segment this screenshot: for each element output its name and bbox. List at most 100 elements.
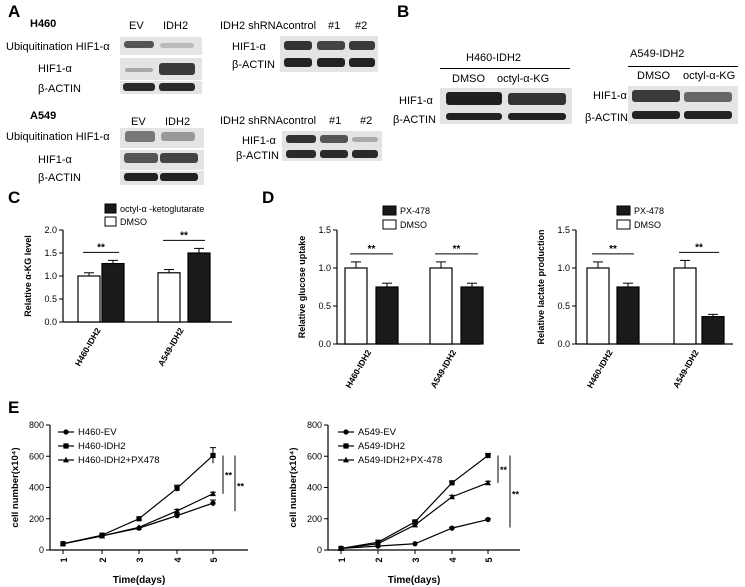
blot-title: H460-IDH2 (466, 52, 522, 64)
row-label: Ubiquitination HIF1-α (6, 131, 110, 143)
marker-square (412, 519, 418, 525)
bar (673, 267, 697, 345)
x-tick-label: 4 (173, 557, 183, 562)
legend-label: PX-478 (634, 206, 664, 216)
marker-square (449, 480, 455, 486)
lane-label: EV (131, 116, 146, 128)
significance-label: ** (500, 465, 508, 475)
y-tick-label: 0.5 (557, 301, 570, 311)
marker-circle (63, 429, 69, 435)
row-label: HIF1-α (399, 95, 433, 107)
legend-swatch (104, 203, 117, 214)
legend-label: DMSO (120, 217, 147, 227)
legend-swatch (616, 219, 631, 230)
y-axis-label: cell number(x10⁴) (288, 447, 299, 527)
lane-label: #2 (360, 115, 373, 127)
bar (101, 262, 125, 323)
y-tick-label: 1.5 (44, 248, 57, 258)
panel-label-d: D (262, 188, 275, 207)
lane-label: DMSO (452, 73, 485, 85)
significance-label: ** (512, 490, 520, 500)
series-line (62, 502, 214, 545)
marker-square (343, 443, 349, 449)
row-label: HIF1-α (232, 41, 266, 53)
legend-swatch (382, 205, 397, 216)
legend-label: A549-IDH2 (358, 441, 405, 452)
marker-triangle (63, 456, 69, 463)
significance-label: ** (225, 471, 233, 481)
y-tick-label: 1.0 (44, 271, 57, 281)
panel-label-a: A (8, 2, 21, 21)
lane-label: control (283, 115, 317, 127)
marker-square (136, 516, 142, 522)
shrna-header: IDH2 shRNA (220, 20, 283, 32)
y-axis-label: Relative α-KG level (23, 235, 33, 317)
y-tick-label: 1.0 (557, 263, 570, 273)
row-label: β-ACTIN (236, 150, 279, 162)
lane-label: #2 (355, 20, 368, 32)
cell-line-label: H460 (30, 18, 57, 30)
marker-triangle (485, 479, 491, 486)
x-tick-label: 1 (337, 557, 347, 562)
series-line (340, 482, 489, 550)
row-label: β-ACTIN (393, 114, 436, 126)
y-tick-label: 1.5 (557, 225, 570, 235)
x-tick-label: 2 (374, 557, 384, 562)
marker-circle (343, 429, 349, 435)
marker-triangle (210, 490, 216, 497)
marker-square (99, 532, 105, 538)
row-label: HIF1-α (38, 63, 72, 75)
row-label: HIF1-α (38, 154, 72, 166)
significance-label: ** (237, 481, 245, 491)
row-label: β-ACTIN (38, 172, 81, 184)
significance-label: ** (368, 244, 376, 255)
lane-label: #1 (329, 115, 342, 127)
y-tick-label: 0 (39, 545, 44, 555)
legend-swatch (382, 219, 397, 230)
marker-circle (338, 545, 344, 552)
y-tick-label: 200 (307, 514, 322, 524)
bar (701, 316, 725, 345)
marker-circle (412, 541, 418, 547)
significance-label: ** (609, 244, 617, 255)
lane-label: IDH2 (163, 20, 189, 32)
marker-square (210, 452, 216, 459)
marker-triangle (375, 540, 381, 547)
legend-label: DMSO (634, 220, 661, 230)
category-label: A549-IDH2 (671, 348, 701, 390)
row-label: HIF1-α (593, 90, 627, 102)
marker-triangle (136, 524, 142, 530)
x-tick-label: 1 (59, 557, 69, 562)
y-axis-label: Relative lactate production (536, 229, 546, 344)
bar (187, 252, 211, 323)
y-tick-label: 1.0 (318, 263, 331, 273)
legend-label: A549-EV (358, 427, 397, 438)
legend-swatch (104, 216, 117, 227)
marker-triangle (99, 532, 105, 539)
y-tick-label: 0.5 (44, 294, 57, 304)
significance-label: ** (695, 242, 703, 253)
marker-circle (210, 500, 216, 506)
y-tick-label: 800 (29, 420, 44, 430)
marker-square (174, 485, 180, 491)
bar (616, 286, 640, 345)
bar (375, 286, 399, 345)
category-label: H460-IDH2 (73, 326, 103, 368)
category-label: A549-IDH2 (156, 326, 186, 368)
lane-label: control (283, 20, 317, 32)
marker-circle (375, 543, 381, 549)
y-tick-label: 200 (29, 514, 44, 524)
y-tick-label: 0.0 (44, 317, 57, 327)
x-tick-label: 3 (135, 557, 145, 562)
row-label: β-ACTIN (38, 83, 81, 95)
y-tick-label: 600 (307, 451, 322, 461)
panel-label-b: B (397, 2, 410, 21)
y-tick-label: 0 (317, 545, 322, 555)
x-tick-label: 3 (411, 557, 421, 562)
series-line (62, 493, 214, 545)
x-tick-label: 5 (484, 557, 494, 562)
bar (460, 286, 484, 345)
marker-triangle (174, 507, 180, 514)
lane-label: IDH2 (165, 116, 191, 128)
row-label: HIF1-α (242, 135, 276, 147)
